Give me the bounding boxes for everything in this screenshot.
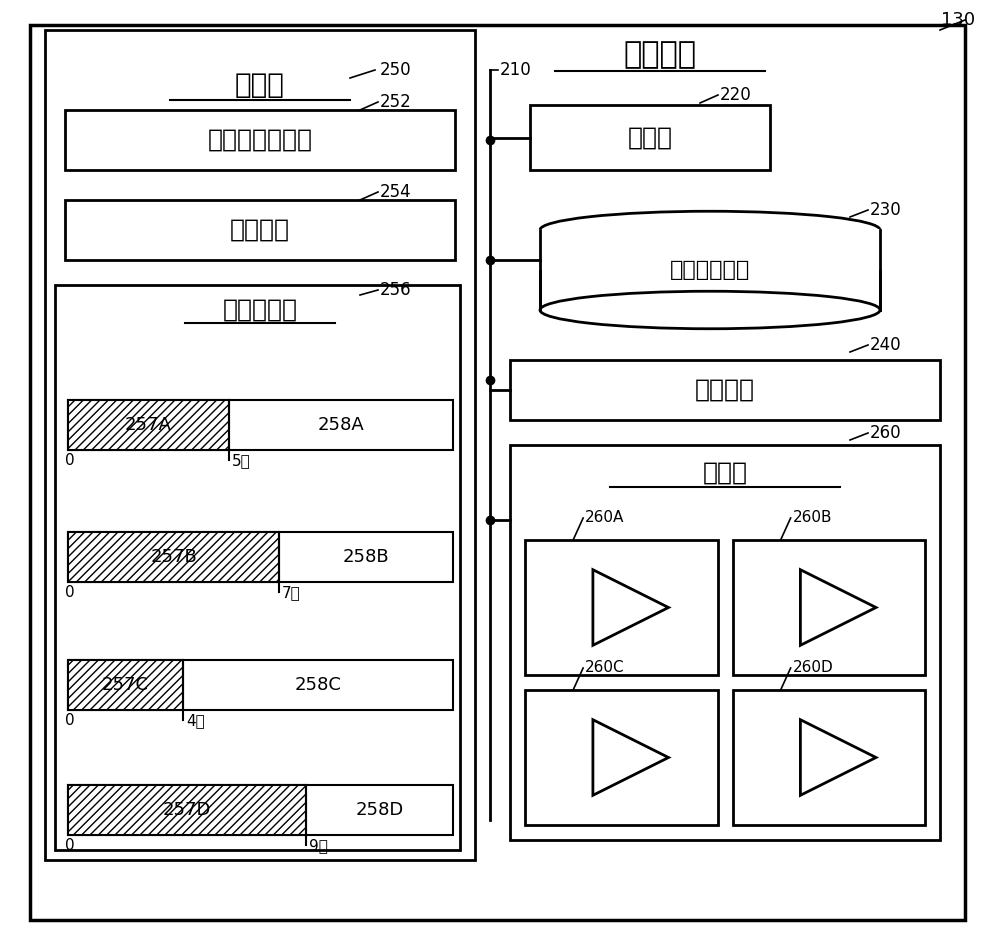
Text: 260D: 260D	[793, 661, 833, 676]
Text: 240: 240	[870, 336, 902, 354]
Text: 258D: 258D	[355, 801, 404, 819]
Text: 流送缓冲器: 流送缓冲器	[223, 298, 298, 322]
Polygon shape	[593, 570, 668, 645]
FancyBboxPatch shape	[510, 445, 940, 840]
Text: 230: 230	[870, 201, 902, 219]
FancyBboxPatch shape	[68, 785, 453, 835]
Polygon shape	[800, 570, 876, 645]
Text: 260: 260	[870, 424, 902, 442]
Text: 0: 0	[65, 713, 75, 728]
FancyBboxPatch shape	[530, 105, 770, 170]
Text: 258A: 258A	[318, 416, 364, 434]
Text: 0: 0	[65, 838, 75, 853]
Text: 254: 254	[380, 183, 412, 201]
FancyBboxPatch shape	[68, 400, 229, 450]
Text: 0: 0	[65, 453, 75, 468]
Text: 数据储存装置: 数据储存装置	[670, 260, 750, 280]
FancyBboxPatch shape	[68, 400, 453, 450]
Text: 9秒: 9秒	[309, 838, 328, 853]
Text: 210: 210	[500, 61, 532, 79]
Text: 260A: 260A	[585, 510, 624, 525]
FancyBboxPatch shape	[55, 285, 460, 850]
FancyBboxPatch shape	[45, 30, 475, 860]
Text: 250: 250	[380, 61, 412, 79]
Text: 257D: 257D	[163, 801, 211, 819]
Text: 257B: 257B	[150, 548, 197, 566]
Text: 0: 0	[65, 585, 75, 600]
Text: 256: 256	[380, 281, 412, 299]
FancyBboxPatch shape	[68, 532, 279, 582]
Text: 存储器: 存储器	[235, 71, 285, 99]
FancyBboxPatch shape	[65, 200, 455, 260]
FancyBboxPatch shape	[732, 690, 925, 825]
FancyBboxPatch shape	[68, 660, 183, 710]
Text: 258C: 258C	[295, 676, 341, 694]
Polygon shape	[593, 720, 668, 795]
FancyBboxPatch shape	[510, 360, 940, 420]
Text: 257C: 257C	[102, 676, 149, 694]
Text: 260C: 260C	[585, 661, 625, 676]
Text: 7秒: 7秒	[282, 585, 301, 600]
FancyBboxPatch shape	[65, 110, 455, 170]
Text: 252: 252	[380, 93, 412, 111]
Text: 258B: 258B	[343, 548, 389, 566]
FancyBboxPatch shape	[540, 230, 880, 310]
Text: 257A: 257A	[125, 416, 172, 434]
Text: 预取程序: 预取程序	[230, 218, 290, 242]
FancyBboxPatch shape	[30, 25, 965, 920]
FancyBboxPatch shape	[732, 540, 925, 675]
FancyBboxPatch shape	[525, 540, 718, 675]
FancyBboxPatch shape	[68, 785, 306, 835]
Text: 4秒: 4秒	[186, 713, 205, 728]
Ellipse shape	[540, 212, 880, 249]
Text: 显示器: 显示器	[702, 461, 748, 485]
Polygon shape	[800, 720, 876, 795]
Text: 220: 220	[720, 86, 752, 104]
FancyBboxPatch shape	[68, 660, 453, 710]
FancyBboxPatch shape	[525, 690, 718, 825]
Text: 媒体播放器程序: 媒体播放器程序	[208, 128, 313, 152]
Text: 处理器: 处理器	[628, 126, 672, 149]
Text: 5秒: 5秒	[232, 453, 251, 468]
FancyBboxPatch shape	[538, 229, 882, 270]
Text: 130: 130	[941, 11, 975, 29]
Text: 移动装置: 移动装置	[624, 40, 696, 70]
Text: 260B: 260B	[793, 510, 832, 525]
FancyBboxPatch shape	[68, 532, 453, 582]
Ellipse shape	[540, 291, 880, 329]
Text: 通信接口: 通信接口	[695, 378, 755, 402]
